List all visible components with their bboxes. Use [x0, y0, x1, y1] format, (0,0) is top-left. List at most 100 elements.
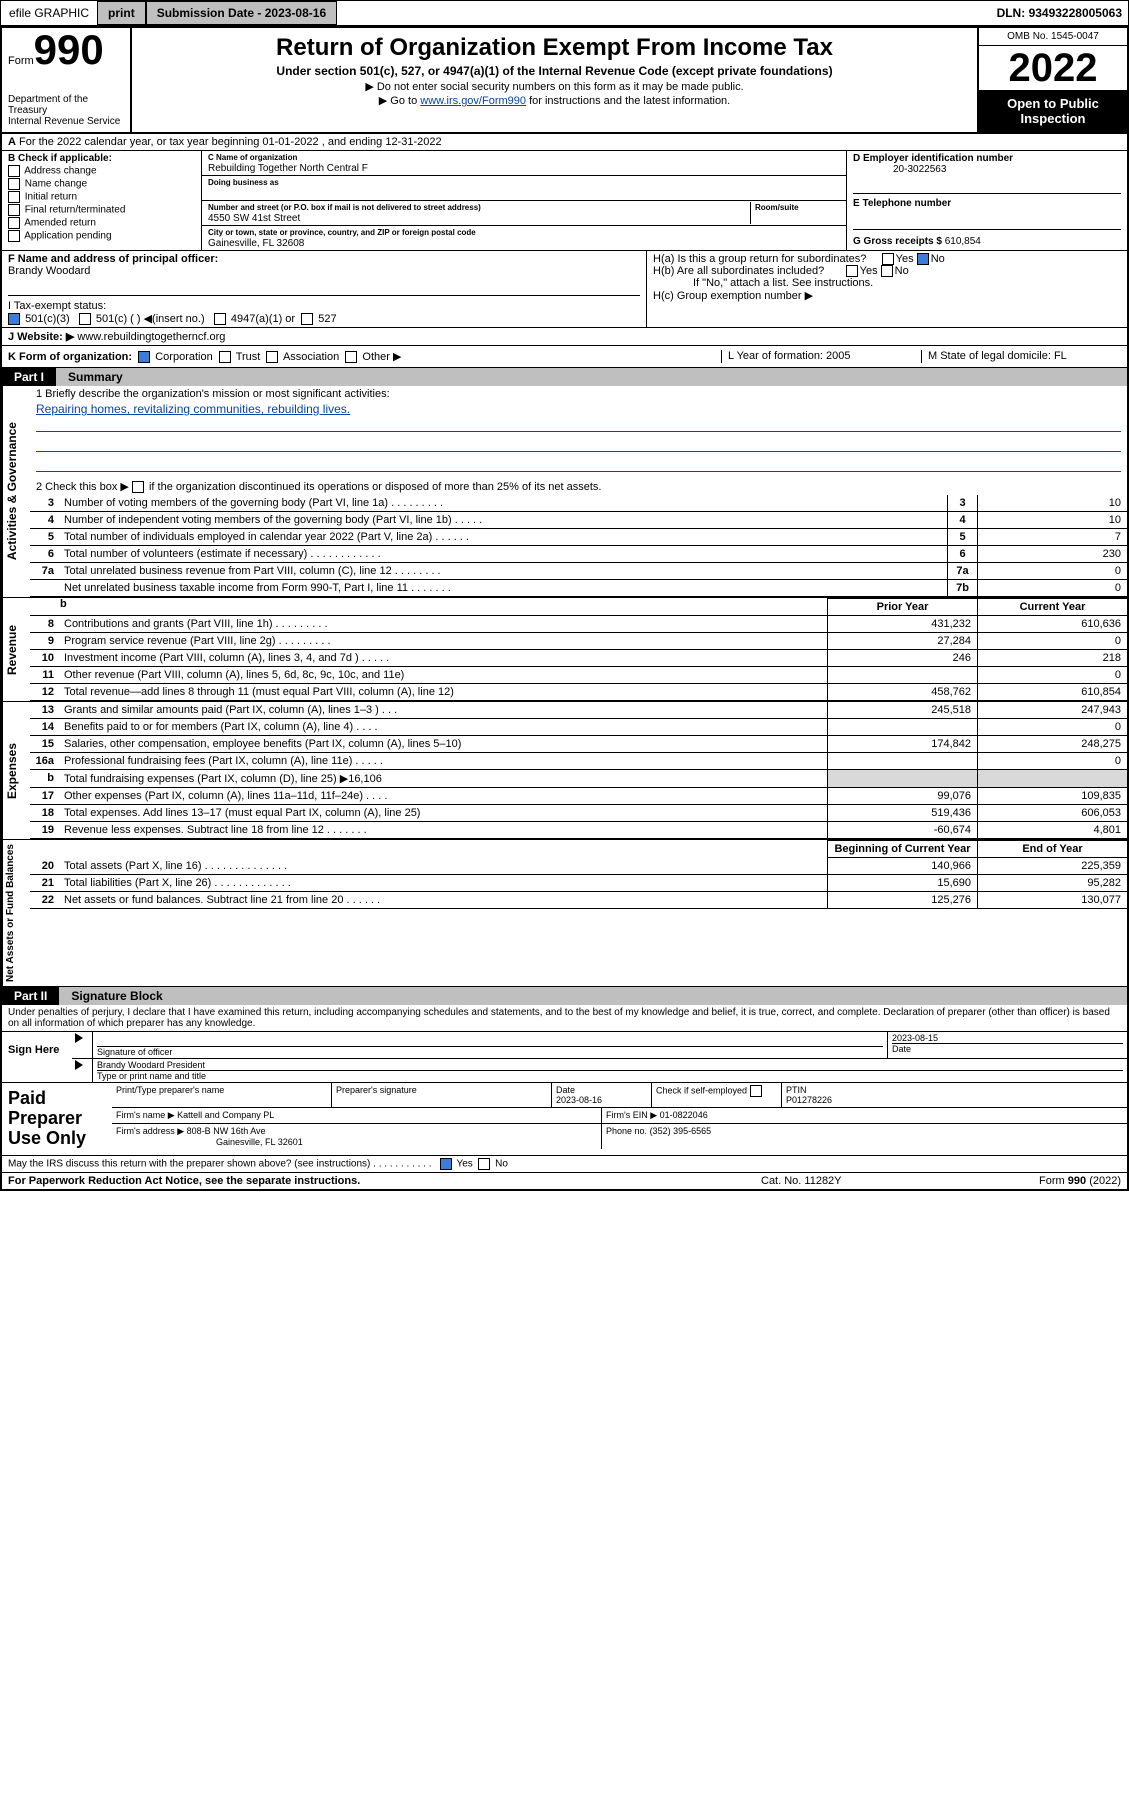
- data-row: 19Revenue less expenses. Subtract line 1…: [30, 822, 1127, 839]
- tab-governance: Activities & Governance: [2, 386, 30, 597]
- arrow-icon: [75, 1060, 83, 1070]
- cb-501c[interactable]: [79, 313, 91, 325]
- form-id: Form990 Department of the Treasury Inter…: [2, 28, 132, 132]
- irs-discuss: May the IRS discuss this return with the…: [2, 1156, 1127, 1173]
- data-row: 10Investment income (Part VIII, column (…: [30, 650, 1127, 667]
- firm-ein: 01-0822046: [660, 1110, 708, 1120]
- mission-text[interactable]: Repairing homes, revitalizing communitie…: [36, 402, 350, 416]
- cb-ha-no[interactable]: [917, 253, 929, 265]
- omb-number: OMB No. 1545-0047: [979, 28, 1127, 46]
- goto-note: ▶ Go to www.irs.gov/Form990 for instruct…: [138, 94, 971, 107]
- dln: DLN: 93493228005063: [997, 6, 1128, 20]
- part1-header: Part ISummary: [2, 368, 1127, 386]
- cb-address-change[interactable]: Address change: [8, 165, 195, 177]
- mission-prompt: 1 Briefly describe the organization's mi…: [30, 386, 1127, 402]
- org-name: Rebuilding Together North Central F: [208, 163, 368, 174]
- principal-officer: Brandy Woodard: [8, 265, 90, 277]
- data-row: 3Number of voting members of the governi…: [30, 495, 1127, 512]
- cb-final-return[interactable]: Final return/terminated: [8, 204, 195, 216]
- street-address: 4550 SW 41st Street: [208, 213, 300, 224]
- cb-hb-yes[interactable]: [846, 265, 858, 277]
- ein: 20-3022563: [853, 164, 946, 175]
- sign-here-label: Sign Here: [2, 1032, 72, 1082]
- ssn-note: ▶ Do not enter social security numbers o…: [138, 80, 971, 93]
- form-title-block: Return of Organization Exempt From Incom…: [132, 28, 977, 132]
- cb-hb-no[interactable]: [881, 265, 893, 277]
- data-row: 6Total number of volunteers (estimate if…: [30, 546, 1127, 563]
- cb-4947[interactable]: [214, 313, 226, 325]
- cb-trust[interactable]: [219, 351, 231, 363]
- tax-year: 2022: [979, 46, 1127, 90]
- cb-corp[interactable]: [138, 351, 150, 363]
- perjury-statement: Under penalties of perjury, I declare th…: [2, 1005, 1127, 1032]
- firm-addr: 808-B NW 16th Ave: [187, 1126, 266, 1136]
- efile-label: efile GRAPHIC: [1, 2, 97, 24]
- data-row: 16aProfessional fundraising fees (Part I…: [30, 753, 1127, 770]
- sig-date: 2023-08-15: [892, 1033, 938, 1043]
- data-row: 5Total number of individuals employed in…: [30, 529, 1127, 546]
- cb-527[interactable]: [301, 313, 313, 325]
- cb-self-employed[interactable]: [750, 1085, 762, 1097]
- box-f: F Name and address of principal officer:…: [2, 251, 647, 327]
- print-button[interactable]: print: [97, 1, 146, 25]
- data-row: bTotal fundraising expenses (Part IX, co…: [30, 770, 1127, 788]
- cb-irs-no[interactable]: [478, 1158, 490, 1170]
- data-row: 12Total revenue—add lines 8 through 11 (…: [30, 684, 1127, 701]
- open-public: Open to Public Inspection: [979, 90, 1127, 132]
- ptin: P01278226: [786, 1095, 832, 1105]
- arrow-icon: [75, 1033, 83, 1043]
- tab-netassets: Net Assets or Fund Balances: [2, 840, 30, 986]
- form-title: Return of Organization Exempt From Incom…: [138, 34, 971, 62]
- cb-name-change[interactable]: Name change: [8, 178, 195, 190]
- dept-treasury: Department of the Treasury Internal Reve…: [8, 94, 124, 127]
- line-k: K Form of organization: Corporation Trus…: [8, 350, 721, 363]
- data-row: 18Total expenses. Add lines 13–17 (must …: [30, 805, 1127, 822]
- cb-other[interactable]: [345, 351, 357, 363]
- year-block: OMB No. 1545-0047 2022 Open to Public In…: [977, 28, 1127, 132]
- data-row: 17Other expenses (Part IX, column (A), l…: [30, 788, 1127, 805]
- data-row: 13Grants and similar amounts paid (Part …: [30, 702, 1127, 719]
- cb-ha-yes[interactable]: [882, 253, 894, 265]
- cb-501c3[interactable]: [8, 313, 20, 325]
- box-c: C Name of organizationRebuilding Togethe…: [202, 151, 847, 250]
- gross-receipts: 610,854: [945, 236, 981, 247]
- col-prior: Prior Year: [827, 598, 977, 616]
- state-domicile: M State of legal domicile: FL: [921, 350, 1121, 363]
- cb-amended[interactable]: Amended return: [8, 217, 195, 229]
- form-subtitle: Under section 501(c), 527, or 4947(a)(1)…: [138, 64, 971, 78]
- cb-initial-return[interactable]: Initial return: [8, 191, 195, 203]
- col-beginning: Beginning of Current Year: [827, 840, 977, 858]
- box-d-e-g: D Employer identification number20-30225…: [847, 151, 1127, 250]
- prep-date: 2023-08-16: [556, 1095, 602, 1105]
- part2-header: Part IISignature Block: [2, 987, 1127, 1005]
- firm-phone: (352) 395-6565: [650, 1126, 712, 1136]
- website-line: J Website: ▶ www.rebuildingtogetherncf.o…: [2, 328, 1127, 345]
- year-formation: L Year of formation: 2005: [721, 350, 921, 363]
- data-row: 9Program service revenue (Part VIII, lin…: [30, 633, 1127, 650]
- col-current: Current Year: [977, 598, 1127, 616]
- city-state-zip: Gainesville, FL 32608: [208, 238, 304, 249]
- data-row: 22Net assets or fund balances. Subtract …: [30, 892, 1127, 909]
- data-row: 4Number of independent voting members of…: [30, 512, 1127, 529]
- cb-app-pending[interactable]: Application pending: [8, 230, 195, 242]
- cb-assoc[interactable]: [266, 351, 278, 363]
- line-a: A For the 2022 calendar year, or tax yea…: [2, 134, 1127, 151]
- box-h: H(a) Is this a group return for subordin…: [647, 251, 1127, 327]
- officer-name: Brandy Woodard President: [97, 1060, 205, 1070]
- data-row: 7aTotal unrelated business revenue from …: [30, 563, 1127, 580]
- cb-irs-yes[interactable]: [440, 1158, 452, 1170]
- tab-revenue: Revenue: [2, 598, 30, 701]
- website: www.rebuildingtogetherncf.org: [77, 331, 225, 343]
- tab-expenses: Expenses: [2, 702, 30, 839]
- firm-name: Kattell and Company PL: [177, 1110, 274, 1120]
- tax-status-label: I Tax-exempt status:: [8, 300, 106, 312]
- data-row: 14Benefits paid to or for members (Part …: [30, 719, 1127, 736]
- irs-link[interactable]: www.irs.gov/Form990: [420, 95, 526, 107]
- footer: For Paperwork Reduction Act Notice, see …: [2, 1173, 1127, 1189]
- line2: 2 Check this box ▶ if the organization d…: [30, 478, 1127, 495]
- box-b: B Check if applicable: Address change Na…: [2, 151, 202, 250]
- data-row: 11Other revenue (Part VIII, column (A), …: [30, 667, 1127, 684]
- form-990: Form990 Department of the Treasury Inter…: [0, 26, 1129, 1191]
- top-bar: efile GRAPHIC print Submission Date - 20…: [0, 0, 1129, 26]
- cb-discontinued[interactable]: [132, 481, 144, 493]
